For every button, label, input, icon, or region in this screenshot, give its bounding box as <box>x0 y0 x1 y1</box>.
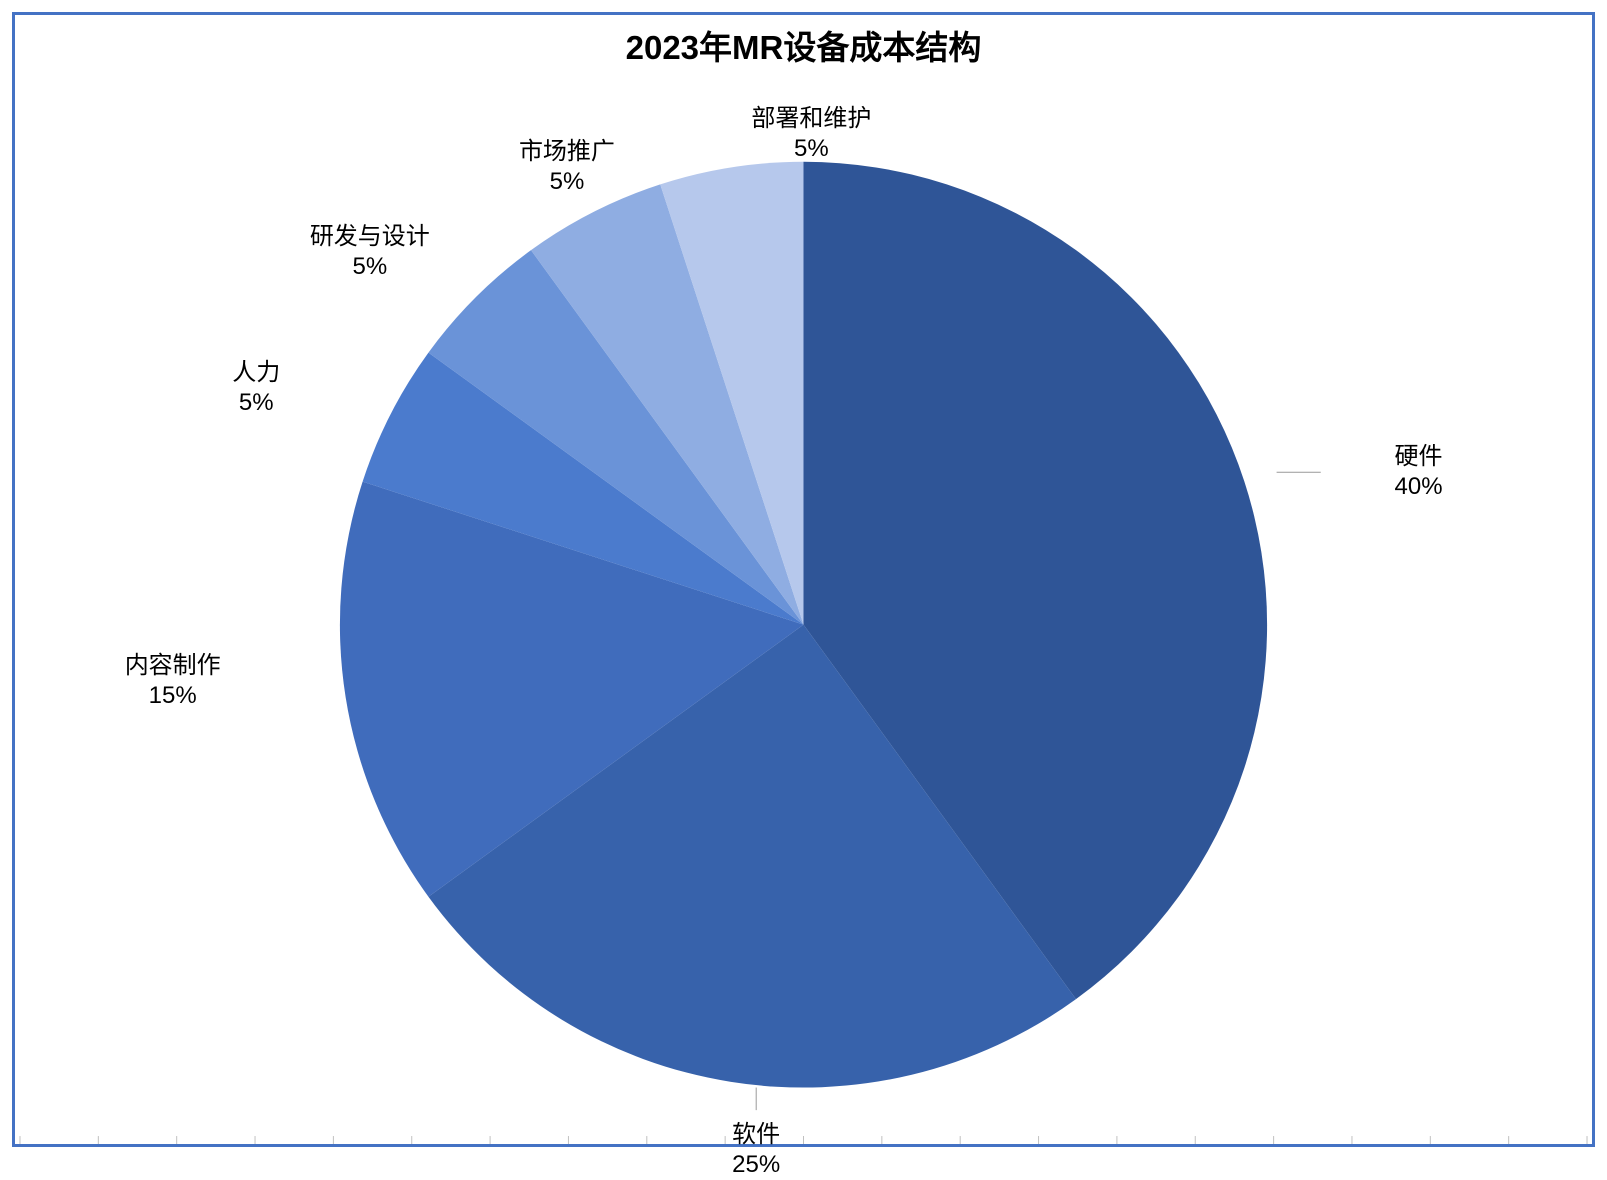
slice-label-percent: 5% <box>310 252 430 282</box>
slice-label: 人力5% <box>232 358 280 418</box>
slice-label-name: 研发与设计 <box>310 222 430 252</box>
chart-title: 2023年MR设备成本结构 <box>15 21 1592 69</box>
slice-label-percent: 5% <box>751 134 871 164</box>
slice-label: 市场推广5% <box>519 137 615 197</box>
slice-label-percent: 15% <box>125 681 221 711</box>
slice-label-percent: 5% <box>232 388 280 418</box>
slice-label-name: 部署和维护 <box>751 104 871 134</box>
slice-label-percent: 25% <box>732 1150 780 1180</box>
slice-label-name: 软件 <box>732 1120 780 1150</box>
slice-label: 内容制作15% <box>125 651 221 711</box>
slice-label: 软件25% <box>732 1120 780 1180</box>
slice-label-percent: 40% <box>1394 472 1442 502</box>
slice-label: 硬件40% <box>1394 442 1442 502</box>
slice-label-name: 硬件 <box>1394 442 1442 472</box>
slice-label-name: 市场推广 <box>519 137 615 167</box>
slice-label-name: 人力 <box>232 358 280 388</box>
slice-label-name: 内容制作 <box>125 651 221 681</box>
pie-chart-svg <box>15 15 1592 1144</box>
slice-label: 研发与设计5% <box>310 222 430 282</box>
slice-label-percent: 5% <box>519 167 615 197</box>
pie-chart-container: 2023年MR设备成本结构 硬件40%软件25%内容制作15%人力5%研发与设计… <box>12 12 1595 1147</box>
slice-label: 部署和维护5% <box>751 104 871 164</box>
